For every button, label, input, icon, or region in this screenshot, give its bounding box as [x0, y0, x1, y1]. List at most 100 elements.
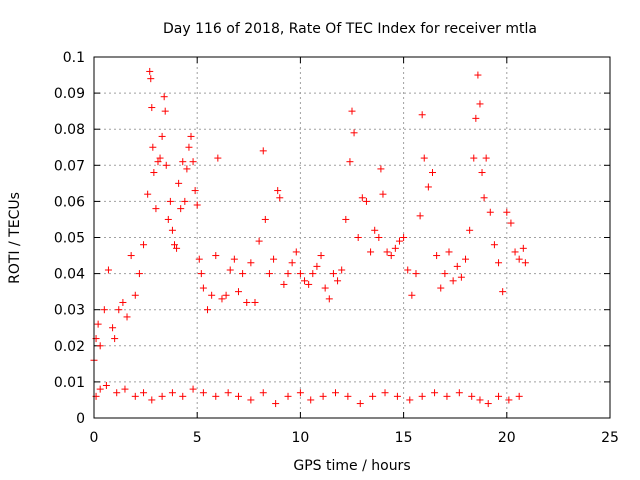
data-point: [121, 385, 129, 393]
data-point: [453, 262, 461, 270]
data-point: [154, 158, 162, 166]
data-point: [247, 396, 255, 404]
data-point: [164, 215, 172, 223]
data-point: [113, 389, 121, 397]
data-point: [208, 291, 216, 299]
y-tick-label: 0.06: [54, 194, 85, 210]
data-point: [195, 255, 203, 263]
data-point: [191, 187, 199, 195]
data-point: [468, 392, 476, 400]
data-point: [224, 389, 232, 397]
data-point: [391, 244, 399, 252]
data-point: [505, 396, 513, 404]
data-point: [170, 241, 178, 249]
data-point: [354, 234, 362, 241]
data-point: [162, 161, 170, 169]
data-point: [474, 71, 482, 79]
data-point: [111, 335, 119, 343]
data-point: [369, 392, 377, 400]
data-point: [358, 194, 366, 202]
data-point: [276, 194, 284, 202]
data-point: [476, 396, 484, 404]
x-tick-label: 25: [601, 430, 619, 446]
data-point: [495, 259, 503, 267]
data-point: [189, 385, 197, 393]
data-point: [515, 392, 523, 400]
data-point: [226, 266, 234, 274]
y-tick-label: 0.1: [63, 50, 85, 66]
data-point: [158, 392, 166, 400]
data-point: [462, 255, 470, 263]
data-point: [234, 288, 242, 296]
data-point: [521, 259, 529, 267]
x-axis-label: GPS time / hours: [293, 458, 410, 474]
data-point: [115, 306, 123, 314]
data-point: [222, 291, 230, 299]
data-point: [96, 385, 104, 393]
data-point: [443, 392, 451, 400]
y-tick-label: 0.08: [54, 122, 85, 138]
data-point: [412, 270, 420, 278]
data-point: [270, 255, 278, 263]
data-point: [168, 389, 176, 397]
data-point: [214, 154, 222, 162]
data-point: [147, 75, 155, 83]
data-point: [102, 382, 110, 390]
data-point: [507, 219, 515, 227]
data-point: [261, 215, 269, 223]
chart-title: Day 116 of 2018, Rate Of TEC Index for r…: [163, 21, 537, 37]
data-point: [342, 215, 350, 223]
data-point: [321, 284, 329, 292]
data-point: [346, 158, 354, 166]
y-tick-label: 0.07: [54, 158, 85, 174]
data-point: [455, 389, 463, 397]
data-point: [284, 392, 292, 400]
data-point: [177, 205, 185, 213]
grid-lines: [94, 57, 610, 418]
data-point: [140, 241, 148, 249]
data-points: [90, 67, 529, 408]
data-point: [445, 248, 453, 256]
data-point: [367, 248, 375, 256]
data-point: [503, 208, 511, 216]
data-point: [183, 165, 191, 173]
data-point: [515, 255, 523, 263]
data-point: [280, 280, 288, 288]
data-point: [416, 212, 424, 220]
y-tick-label: 0.03: [54, 303, 85, 319]
data-point: [431, 389, 439, 397]
data-point: [230, 255, 238, 263]
data-point: [255, 237, 263, 245]
data-point: [325, 295, 333, 303]
data-point: [104, 266, 112, 274]
data-point: [193, 201, 201, 209]
data-point: [296, 389, 304, 397]
data-point: [96, 342, 104, 350]
data-point: [490, 241, 498, 249]
data-point: [420, 154, 428, 162]
data-point: [204, 306, 212, 314]
data-point: [127, 252, 135, 260]
data-point: [478, 169, 486, 177]
data-point: [484, 400, 492, 408]
data-point: [135, 270, 143, 278]
x-axis-ticks: 0 5 10 15 20 25: [90, 57, 619, 446]
data-point: [185, 143, 193, 151]
data-point: [234, 392, 242, 400]
data-point: [140, 389, 148, 397]
data-point: [218, 295, 226, 303]
y-tick-label: 0.09: [54, 86, 85, 102]
data-point: [123, 313, 131, 321]
data-point: [265, 270, 273, 278]
data-point: [301, 277, 309, 285]
data-point: [334, 277, 342, 285]
x-tick-label: 10: [291, 430, 309, 446]
data-point: [179, 158, 187, 166]
data-point: [212, 392, 220, 400]
data-point: [305, 280, 313, 288]
data-point: [476, 100, 484, 108]
data-point: [166, 197, 174, 205]
data-point: [161, 107, 169, 115]
y-tick-label: 0.05: [54, 231, 85, 247]
data-point: [472, 114, 480, 122]
